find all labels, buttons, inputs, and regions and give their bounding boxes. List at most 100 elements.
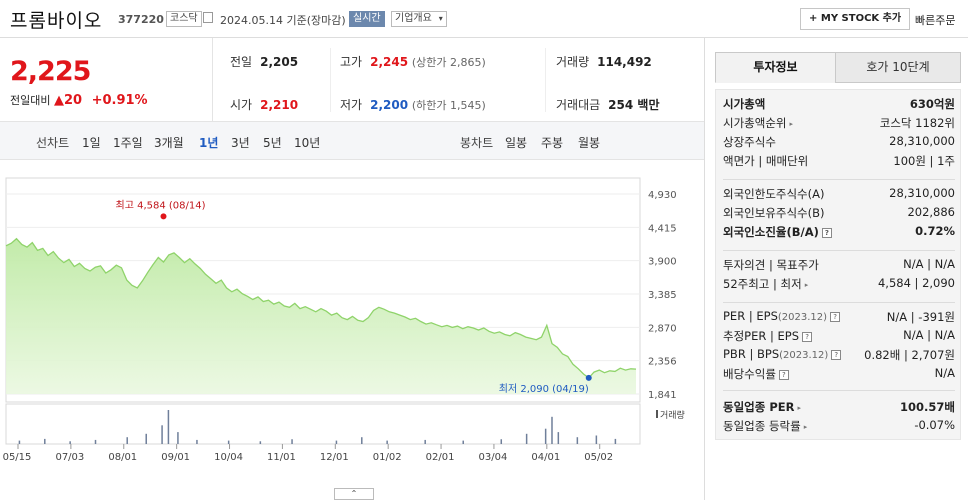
info-value: 4,584 | 2,090 bbox=[877, 276, 955, 290]
info-key: 외국인소진율(B/A)? bbox=[723, 224, 832, 240]
current-price: 2,225 bbox=[10, 56, 91, 87]
info-key: 배당수익률? bbox=[723, 366, 789, 382]
info-row: 외국인소진율(B/A)? 0.72% bbox=[723, 224, 955, 242]
period-5y[interactable]: 5년 bbox=[263, 136, 282, 150]
x-tick-label: 08/01 bbox=[108, 452, 137, 463]
help-icon[interactable]: ? bbox=[831, 350, 842, 360]
info-row: 배당수익률? N/A bbox=[723, 366, 955, 384]
candle-daily[interactable]: 일봉 bbox=[505, 136, 528, 150]
info-row: 투자의견 | 목표주가 N/A | N/A bbox=[723, 257, 955, 275]
stock-header: 프롬바이오 377220 코스닥 2024.05.14 기준(장마감) 실시간 … bbox=[0, 0, 968, 38]
info-key-text: 외국인소진율(B/A) bbox=[723, 225, 819, 239]
x-tick-label: 07/03 bbox=[55, 452, 84, 463]
info-key-text: 추정PER | EPS bbox=[723, 329, 800, 343]
y-tick-label: 4,415 bbox=[648, 223, 677, 234]
volume-bar bbox=[557, 432, 560, 444]
volume-bar bbox=[69, 441, 71, 444]
period-1y[interactable]: 1년 bbox=[199, 136, 219, 150]
candle-chart-label: 봉차트 bbox=[460, 136, 494, 150]
open-price: 시가 2,210 bbox=[230, 98, 299, 112]
x-tick-label: 12/01 bbox=[320, 452, 349, 463]
volume-bar bbox=[44, 438, 46, 444]
period-3y[interactable]: 3년 bbox=[231, 136, 250, 150]
y-tick-label: 2,356 bbox=[648, 357, 677, 368]
period-3m[interactable]: 3개월 bbox=[154, 136, 184, 150]
info-key-text: 외국인한도주식수(A) bbox=[723, 187, 825, 201]
caret-right-icon[interactable]: ▸ bbox=[789, 120, 793, 128]
company-info-dropdown[interactable]: 기업개요 ▾ bbox=[391, 11, 447, 27]
y-tick-label: 3,900 bbox=[648, 257, 677, 268]
info-table: 시가총액 630억원 시가총액순위 ▸ 코스닥 1182위 상장주식수 28,310,000… bbox=[715, 89, 961, 440]
caret-right-icon[interactable]: ▸ bbox=[804, 281, 809, 289]
x-tick-label: 05/15 bbox=[3, 452, 32, 463]
info-value: 202,886 bbox=[907, 205, 955, 219]
volume-bar bbox=[18, 440, 21, 444]
help-icon[interactable]: ? bbox=[830, 312, 841, 322]
tab-order-book[interactable]: 호가 10단계 bbox=[835, 52, 961, 83]
collapse-chart-button[interactable]: ⌃ bbox=[334, 488, 374, 500]
quote-date: 2024.05.14 기준(장마감) bbox=[220, 14, 346, 27]
info-row: 동일업종 등락률 ▸ -0.07% bbox=[723, 418, 955, 436]
info-value: 28,310,000 bbox=[889, 134, 955, 148]
x-tick-label: 09/01 bbox=[161, 452, 190, 463]
info-key: 52주최고 | 최저 ▸ bbox=[723, 276, 808, 292]
y-tick-label: 4,930 bbox=[648, 190, 677, 201]
volume-bar bbox=[595, 435, 598, 444]
price-change: 전일대비 ▲20 +0.91% bbox=[10, 93, 148, 108]
info-value: 0.82배 | 2,707원 bbox=[864, 348, 955, 362]
info-key: 시가총액 bbox=[723, 96, 765, 112]
x-tick-label: 01/02 bbox=[373, 452, 402, 463]
price-chart: 4,930 4,415 3,900 3,385 2,870 2,356 1,841 05/1… bbox=[0, 160, 704, 500]
info-key-text: 시가총액 bbox=[723, 97, 766, 111]
investment-info-panel: 투자정보 호가 10단계 시가총액 630억원 시가총액순위 ▸ 코스닥 1182위 상장… bbox=[704, 38, 968, 500]
mystock-add-button[interactable]: + MY STOCK 추가 bbox=[800, 8, 911, 30]
tab-investment-info[interactable]: 투자정보 bbox=[715, 52, 836, 83]
high-annotation: 최고 4,584 (08/14) bbox=[116, 199, 206, 211]
low-annotation: 최저 2,090 (04/19) bbox=[499, 383, 589, 395]
period-1w[interactable]: 1주일 bbox=[113, 136, 143, 150]
caret-right-icon[interactable]: ▸ bbox=[803, 423, 808, 431]
x-tick-label: 11/01 bbox=[267, 452, 296, 463]
price-summary: 2,225 전일대비 ▲20 +0.91% 전일 2,205 고가 2,245 (상… bbox=[0, 38, 704, 122]
stock-code: 377220 bbox=[118, 13, 164, 26]
info-key: 액면가 | 매매단위 bbox=[723, 153, 808, 169]
info-value: 0.72% bbox=[915, 224, 955, 238]
volume-bar bbox=[291, 439, 293, 444]
low-price: 저가 2,200 (하한가 1,545) bbox=[340, 98, 486, 112]
up-arrow-icon: ▲ bbox=[53, 93, 64, 108]
period-1d[interactable]: 1일 bbox=[82, 136, 101, 150]
volume-bar bbox=[424, 439, 426, 444]
candle-weekly[interactable]: 주봉 bbox=[541, 136, 564, 150]
divider bbox=[330, 48, 331, 112]
info-value: 100.57배 bbox=[900, 400, 955, 414]
info-key-text: PBR | BPS bbox=[723, 347, 780, 361]
info-key-text: 상장주식수 bbox=[723, 135, 776, 149]
volume-legend-marker bbox=[656, 410, 658, 418]
realtime-button[interactable]: 실시간 bbox=[349, 11, 385, 27]
volume-bar bbox=[227, 440, 230, 444]
line-chart-label: 선차트 bbox=[36, 136, 70, 150]
quick-order-button[interactable]: 빠른주문 bbox=[915, 14, 956, 27]
volume-legend: 거래량 bbox=[660, 409, 685, 421]
help-icon[interactable]: ? bbox=[802, 332, 813, 342]
info-value: N/A | -391원 bbox=[886, 310, 955, 324]
info-key: 투자의견 | 목표주가 bbox=[723, 257, 819, 273]
chevron-up-icon: ⌃ bbox=[350, 489, 358, 498]
plus-icon: + bbox=[809, 13, 821, 24]
chevron-down-icon: ▾ bbox=[438, 14, 443, 23]
caret-right-icon[interactable]: ▸ bbox=[797, 404, 801, 412]
volume-bar bbox=[94, 439, 97, 444]
info-value: 28,310,000 bbox=[889, 186, 955, 200]
low-point bbox=[585, 374, 592, 381]
help-icon[interactable]: ? bbox=[821, 228, 832, 238]
help-icon[interactable]: ? bbox=[778, 370, 789, 380]
info-key-text: 외국인보유주식수(B) bbox=[723, 206, 825, 220]
volume-bar bbox=[525, 433, 528, 444]
period-10y[interactable]: 10년 bbox=[294, 136, 321, 150]
info-key: PER | EPS(2023.12)? bbox=[723, 309, 841, 323]
candle-monthly[interactable]: 월봉 bbox=[578, 136, 601, 150]
high-point bbox=[160, 213, 167, 220]
info-value: N/A | N/A bbox=[903, 328, 955, 342]
volume-bar bbox=[145, 433, 147, 444]
volume-bar bbox=[196, 439, 198, 444]
